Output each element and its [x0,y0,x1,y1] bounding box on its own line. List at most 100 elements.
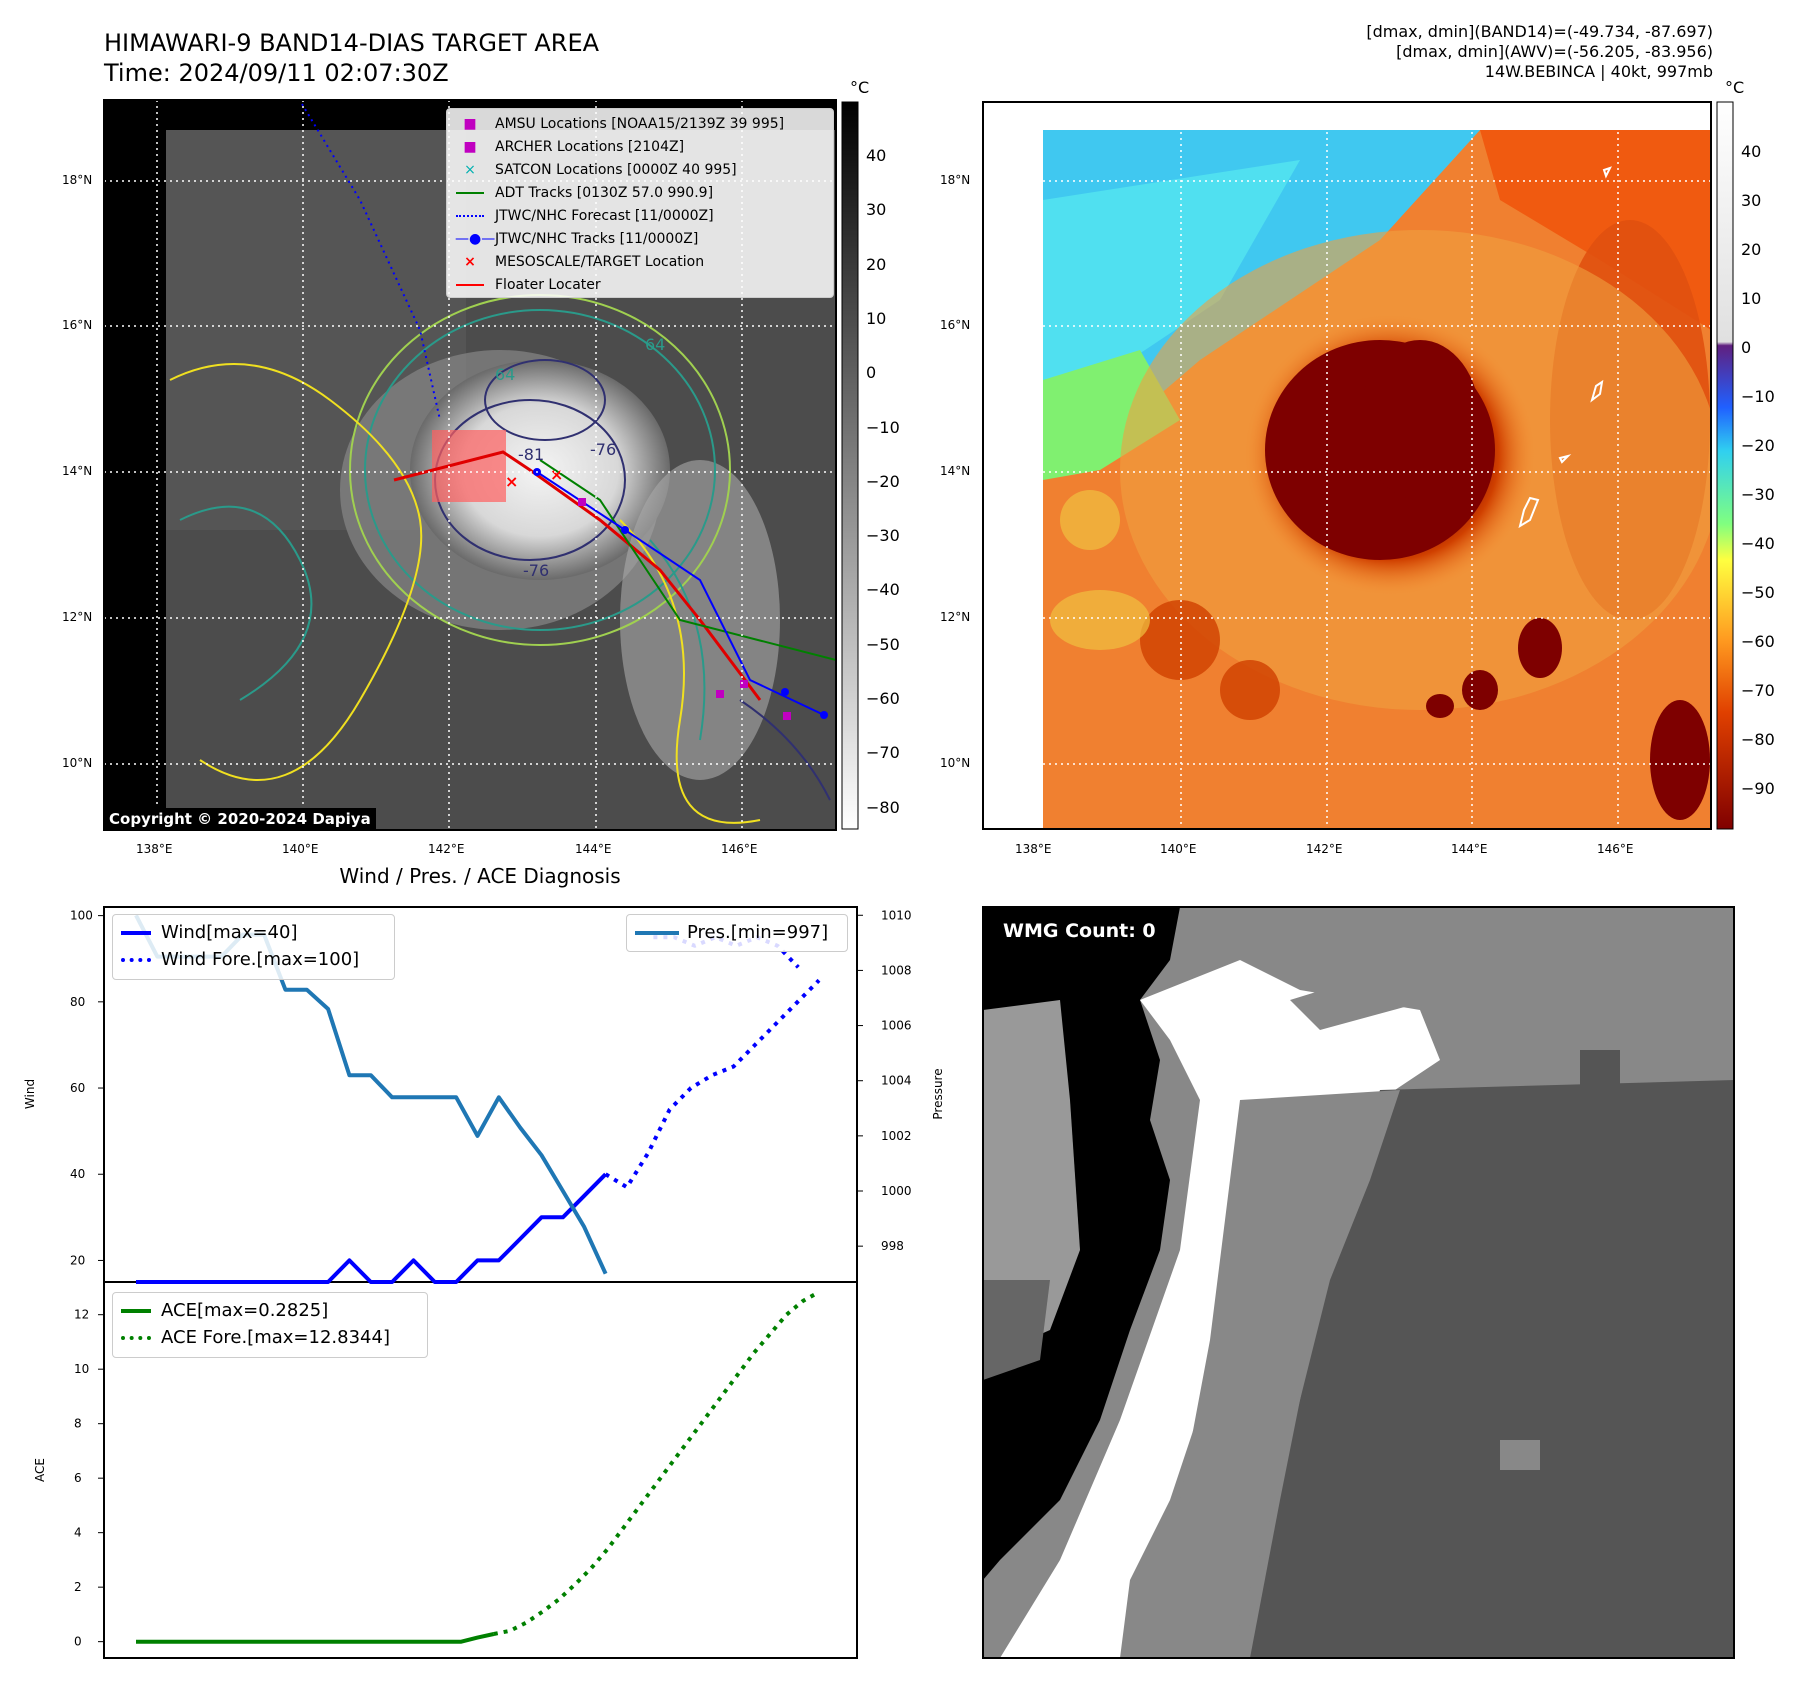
legend-item: JTWC/NHC Forecast [11/0000Z] [455,205,825,228]
legend-item: Floater Locater [455,274,825,297]
line-icon [455,182,485,205]
legend-label: SATCON Locations [0000Z 40 995] [495,162,737,178]
legend-label: Wind[max=40] [161,922,298,943]
colorbar-tick-label: 10 [866,308,887,328]
line-icon [121,1297,151,1324]
ir-imagery: × × [104,100,836,830]
legend-label: AMSU Locations [NOAA15/2139Z 39 995] [495,116,785,132]
y-tick-label: 2 [74,1580,82,1594]
lon-label: 140°E [1160,842,1197,856]
y-tick-label: 8 [74,1417,82,1431]
y-tick-label: 80 [70,995,85,1009]
color-imagery [983,102,1711,829]
colorbar-tick-label: −40 [866,580,900,600]
colorbar-tick-label: 0 [1741,338,1752,357]
colorbar-tick-label: −80 [1741,730,1775,749]
y-tick-label: 4 [74,1526,82,1540]
colorbar-tick-label: −50 [1741,583,1775,602]
legend-label: Wind Fore.[max=100] [161,949,360,970]
pressure-legend: Pres.[min=997] [626,914,848,952]
color-colorbar [1716,101,1734,830]
colorbar-tick-label: −30 [1741,485,1775,504]
legend-item: Wind[max=40] [121,919,386,946]
colorbar-tick-label: 20 [866,254,887,274]
lat-label: 14°N [940,464,971,478]
line-icon [635,919,679,946]
contour-label: 64 [495,365,515,384]
stats-band14: [dmax, dmin](BAND14)=(-49.734, -87.697) [1366,22,1713,41]
legend-label: JTWC/NHC Forecast [11/0000Z] [495,208,714,224]
lon-label: 138°E [136,842,173,856]
colorbar-tick-label: −70 [1741,681,1775,700]
legend-item: ■ ARCHER Locations [2104Z] [455,136,825,159]
colorbar-tick-label: 30 [866,200,887,220]
figure-title: HIMAWARI-9 BAND14-DIAS TARGET AREA Time:… [104,28,599,88]
colorbar-tick-label: 0 [866,363,877,383]
y2-tick-label: 1006 [881,1019,912,1033]
storm-info: 14W.BEBINCA | 40kt, 997mb [1484,62,1713,81]
legend-item: ACE[max=0.2825] [121,1297,419,1324]
colorbar-tick-label: −70 [866,743,900,763]
colorbar-tick-label: −20 [1741,436,1775,455]
y-tick-label: 10 [74,1362,89,1376]
legend-item: × SATCON Locations [0000Z 40 995] [455,159,825,182]
legend-item: × MESOSCALE/TARGET Location [455,251,825,274]
lon-label: 146°E [721,842,758,856]
y-tick-label: 12 [74,1308,89,1322]
legend-label: JTWC/NHC Tracks [11/0000Z] [495,231,699,247]
colorbar-unit: °C [1725,78,1745,97]
colorbar-tick-label: −20 [866,471,900,491]
y-tick-label: 100 [70,909,93,923]
lon-label: 140°E [282,842,319,856]
svg-text:×: × [505,472,518,491]
diagnosis-title: Wind / Pres. / ACE Diagnosis [339,864,621,888]
stats-awv: [dmax, dmin](AWV)=(-56.205, -83.956) [1396,42,1713,61]
line-icon [455,274,485,297]
lat-label: 14°N [62,464,93,478]
y-tick-label: 40 [70,1167,85,1181]
y2-tick-label: 1010 [881,908,912,922]
colorbar-tick-label: −10 [1741,387,1775,406]
legend-item: Wind Fore.[max=100] [121,946,386,973]
lon-label: 142°E [1306,842,1343,856]
y2-tick-label: 1002 [881,1129,912,1143]
copyright-label: Copyright © 2020-2024 Dapiya [104,808,376,830]
lon-label: 138°E [1015,842,1052,856]
dotted-line-icon [455,205,485,228]
colorbar-tick-label: 40 [1741,142,1762,161]
colorbar-tick-label: −10 [866,417,900,437]
legend-label: ADT Tracks [0130Z 57.0 990.9] [495,185,714,201]
colorbar-tick-label: 10 [1741,289,1762,308]
lon-label: 142°E [428,842,465,856]
square-icon: ■ [463,139,477,155]
y-tick-label: 60 [70,1081,85,1095]
lat-label: 18°N [62,173,93,187]
y2-tick-label: 998 [881,1239,904,1253]
svg-text:×: × [550,465,563,484]
lat-label: 10°N [62,756,93,770]
y-axis-label: Wind [23,1079,37,1109]
y2-tick-label: 1008 [881,963,912,977]
colorbar-tick-label: 40 [866,146,887,165]
legend-item: —●— JTWC/NHC Tracks [11/0000Z] [455,228,825,251]
ace-line [136,1632,495,1644]
colorbar-tick-label: −40 [1741,534,1775,553]
legend-item: Pres.[min=997] [635,919,839,946]
lat-label: 12°N [62,610,93,624]
wmg-panel [982,906,1735,1659]
colorbar-unit: °C [850,78,870,97]
colorbar-tick-label: −90 [1741,779,1775,798]
colorbar-tick-label: −30 [866,526,900,546]
ir-legend: ■ AMSU Locations [NOAA15/2139Z 39 995] ■ A… [446,108,834,298]
lat-label: 12°N [940,610,971,624]
y-axis-label: ACE [33,1458,47,1482]
title-line-2: Time: 2024/09/11 02:07:30Z [104,59,449,87]
y2-tick-label: 1000 [881,1184,912,1198]
contour-label: -76 [590,440,616,459]
contour-label: 64 [645,335,665,354]
contour-label: -76 [523,561,549,580]
colorbar-tick-label: −60 [1741,632,1775,651]
dotted-line-icon [121,1324,151,1351]
y-tick-label: 6 [74,1471,82,1485]
